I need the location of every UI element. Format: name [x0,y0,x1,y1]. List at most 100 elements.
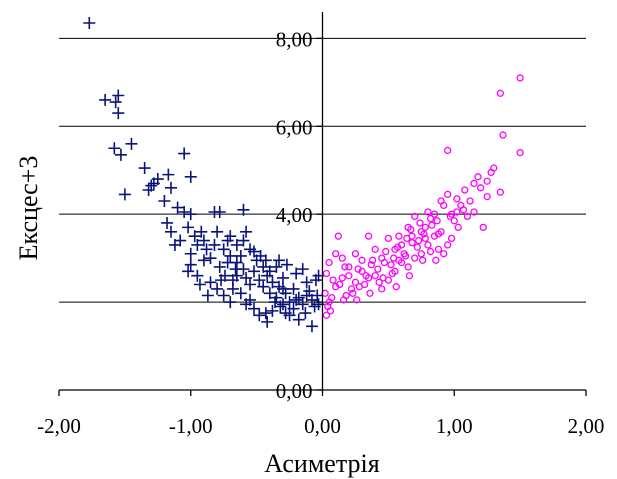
point-s0-103 [237,203,250,216]
point-s1-93 [354,265,362,273]
point-s0-25 [161,216,174,229]
point-s1-68 [447,234,456,243]
point-s0-47 [230,256,243,269]
point-s1-31 [395,232,403,240]
point-s1-7 [483,177,491,185]
point-s1-15 [453,195,461,203]
point-s0-87 [224,296,237,309]
point-s1-92 [341,263,349,271]
point-s1-43 [325,258,333,267]
point-s1-3 [499,131,507,139]
point-s1-27 [411,212,419,221]
point-s0-107 [193,278,206,291]
point-s0-88 [234,287,247,300]
x-tick-label-0: -2,00 [37,414,81,438]
point-s1-22 [430,210,439,218]
point-s0-68 [300,276,313,289]
point-s0-34 [191,269,204,282]
point-s1-89 [349,289,357,297]
point-s0-75 [230,238,243,251]
point-s1-67 [444,241,452,249]
point-s1-9 [483,192,491,201]
point-s1-64 [424,241,432,249]
point-s1-121 [389,254,398,262]
point-s1-100 [446,212,454,221]
point-s1-48 [322,311,331,319]
x-axis-title: Асиметрія [264,449,379,478]
point-s1-77 [355,283,364,291]
point-s0-106 [197,254,210,267]
point-s0-38 [213,205,226,218]
point-s0-85 [211,282,224,295]
point-s1-39 [345,263,353,271]
point-s0-83 [276,282,289,295]
point-s1-35 [371,245,379,253]
point-s0-115 [296,263,309,276]
point-s0-66 [292,291,305,304]
y-tick-label-4: 8,00 [276,27,313,51]
point-s0-93 [266,304,279,317]
point-s1-25 [421,223,429,232]
point-s0-72 [311,289,324,302]
point-s1-23 [426,214,435,223]
x-tick-label-1: -1,00 [169,414,213,438]
point-s0-54 [253,274,266,287]
point-s1-87 [375,278,383,286]
y-tick-label-0: 0,00 [276,379,313,403]
tick-labels: -2,00 -1,00 0,00 1,00 2,00 0,00 4,00 6,00 8,00 [37,27,604,438]
point-s0-27 [188,230,201,243]
point-s0-5 [108,142,121,155]
point-s0-122 [229,263,242,276]
point-s0-112 [254,249,267,262]
point-s1-105 [479,223,487,232]
point-s1-115 [326,307,335,315]
point-s0-48 [234,249,247,262]
point-s1-21 [437,197,445,205]
point-s0-44 [213,260,226,273]
point-s1-91 [328,294,336,302]
point-s1-40 [338,254,346,262]
point-s1-12 [470,179,478,188]
point-s0-29 [197,234,210,247]
point-s0-108 [201,289,214,302]
point-s0-36 [204,252,217,265]
point-s1-90 [335,280,344,289]
point-s0-97 [292,313,305,326]
point-s1-36 [364,232,373,240]
point-s1-118 [454,223,462,232]
point-s0-32 [184,258,197,271]
point-s1-78 [368,256,377,264]
point-s0-79 [257,260,270,273]
point-s1-81 [408,239,416,247]
point-s1-119 [416,219,424,227]
point-s0-21 [184,208,197,221]
point-s0-33 [182,265,195,278]
point-s0-41 [217,243,230,256]
point-s0-39 [211,225,224,238]
point-s1-0 [516,74,524,82]
point-s0-58 [266,276,279,289]
y-axis-title: Ексцес+3 [14,156,43,261]
point-s0-63 [283,296,296,309]
point-s0-13 [151,173,164,186]
point-s1-83 [428,221,436,229]
x-tick-label-2: 0,00 [304,414,341,438]
point-s0-0 [83,16,96,29]
point-s1-116 [440,250,448,258]
point-s1-50 [332,283,340,291]
point-s0-24 [168,238,181,251]
point-s0-57 [263,287,276,300]
point-s1-75 [347,285,356,293]
point-s0-92 [261,315,274,328]
point-s1-99 [433,217,441,225]
point-s1-1 [496,89,505,97]
point-s1-70 [413,243,422,251]
point-s0-19 [178,147,191,160]
point-s0-7 [125,137,138,150]
point-s1-54 [358,267,366,275]
point-s0-67 [296,298,309,311]
point-s0-82 [270,260,283,273]
point-s0-15 [164,181,177,194]
point-s0-22 [182,221,195,234]
point-s1-82 [421,234,429,243]
